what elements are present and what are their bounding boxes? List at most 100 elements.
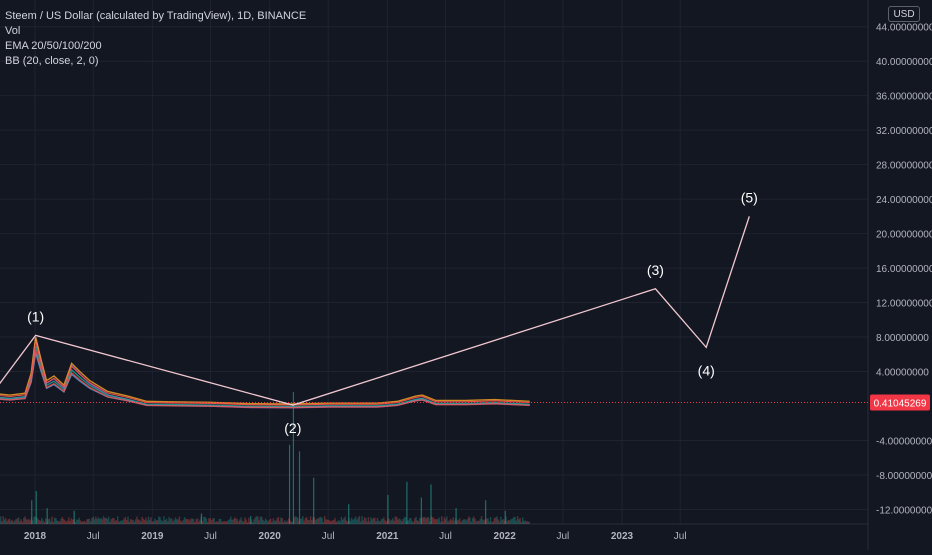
- symbol-title[interactable]: Steem / US Dollar (calculated by Trading…: [5, 9, 306, 24]
- volume-bar: [442, 521, 443, 524]
- volume-bar: [103, 516, 104, 524]
- volume-bar: [129, 521, 130, 524]
- volume-bar: [469, 518, 470, 524]
- volume-bar: [363, 520, 364, 524]
- volume-bar: [435, 519, 436, 524]
- volume-bar: [280, 518, 281, 524]
- volume-bar: [159, 517, 160, 524]
- volume-bar: [42, 520, 43, 524]
- volume-bar: [426, 519, 427, 524]
- volume-bar: [278, 517, 279, 524]
- volume-bar: [258, 520, 259, 524]
- volume-bar: [312, 517, 313, 524]
- wave-label: (5): [741, 189, 758, 205]
- volume-bar: [85, 522, 86, 524]
- volume-bar: [517, 516, 518, 524]
- volume-bar: [37, 519, 38, 524]
- volume-bar: [289, 445, 290, 524]
- volume-bar: [93, 517, 94, 524]
- volume-bar: [309, 520, 310, 524]
- volume-bar: [379, 521, 380, 524]
- volume-bar: [356, 520, 357, 524]
- volume-bar: [513, 517, 514, 524]
- volume-bar: [251, 519, 252, 524]
- currency-button[interactable]: USD: [888, 6, 920, 22]
- volume-bar: [123, 518, 124, 524]
- volume-bar: [478, 521, 479, 524]
- volume-bar: [62, 517, 63, 524]
- volume-bar: [424, 517, 425, 524]
- volume-bar: [510, 519, 511, 524]
- volume-bar: [387, 520, 388, 524]
- volume-bar: [333, 520, 334, 524]
- volume-bar: [307, 520, 308, 524]
- volume-bar: [496, 516, 497, 524]
- volume-bar: [63, 519, 64, 524]
- volume-bar: [269, 520, 270, 524]
- volume-bar: [168, 517, 169, 524]
- time-tick-label: Jul: [322, 531, 335, 542]
- volume-bar: [104, 518, 105, 524]
- volume-bar: [351, 518, 352, 524]
- volume-bar: [481, 516, 482, 524]
- indicator-bb[interactable]: BB (20, close, 2, 0): [5, 54, 306, 69]
- volume-bar: [157, 520, 158, 524]
- volume-bar: [492, 521, 493, 524]
- wave-label: (4): [698, 362, 715, 378]
- volume-bar: [141, 517, 142, 524]
- volume-bar: [463, 519, 464, 524]
- volume-bar: [127, 517, 128, 524]
- volume-bar: [174, 520, 175, 524]
- indicator-ema[interactable]: EMA 20/50/100/200: [5, 39, 306, 54]
- volume-bar: [253, 519, 254, 524]
- volume-bar: [198, 521, 199, 524]
- volume-bar: [46, 521, 47, 524]
- volume-bar: [338, 520, 339, 524]
- volume-bar: [233, 519, 234, 524]
- volume-bar: [40, 521, 41, 524]
- volume-bar: [454, 521, 455, 524]
- volume-bar: [32, 520, 33, 524]
- volume-bar: [477, 521, 478, 524]
- volume-bar: [105, 517, 106, 524]
- volume-bar: [158, 516, 159, 524]
- volume-bar: [503, 519, 504, 524]
- volume-bar: [498, 519, 499, 524]
- volume-bar: [24, 516, 25, 524]
- volume-bar: [153, 521, 154, 524]
- volume-bar: [501, 520, 502, 524]
- volume-bar: [237, 519, 238, 524]
- volume-bar: [445, 519, 446, 524]
- volume-bar: [324, 516, 325, 524]
- volume-bar: [391, 520, 392, 524]
- volume-bar: [361, 516, 362, 524]
- volume-bar: [135, 519, 136, 524]
- indicator-volume[interactable]: Vol: [5, 24, 306, 39]
- volume-bar: [120, 521, 121, 524]
- volume-bar: [330, 521, 331, 524]
- volume-bar: [255, 517, 256, 524]
- volume-bar: [9, 519, 10, 524]
- volume-bar: [132, 520, 133, 524]
- volume-bar: [382, 519, 383, 524]
- volume-bar: [301, 519, 302, 524]
- volume-bar: [383, 517, 384, 524]
- volume-bar: [453, 517, 454, 524]
- volume-bar: [359, 516, 360, 524]
- volume-bar: [57, 521, 58, 524]
- volume-bar: [287, 521, 288, 524]
- volume-bar: [203, 517, 204, 524]
- time-tick-label: Jul: [439, 531, 452, 542]
- time-tick-label: 2021: [376, 531, 399, 542]
- volume-bar: [166, 519, 167, 524]
- volume-bar: [162, 521, 163, 524]
- volume-bar: [86, 519, 87, 524]
- volume-bar: [117, 516, 118, 524]
- volume-bar: [17, 518, 18, 524]
- volume-bar: [112, 518, 113, 524]
- volume-bar: [366, 521, 367, 524]
- volume-bar: [249, 522, 250, 524]
- volume-bar: [248, 518, 249, 524]
